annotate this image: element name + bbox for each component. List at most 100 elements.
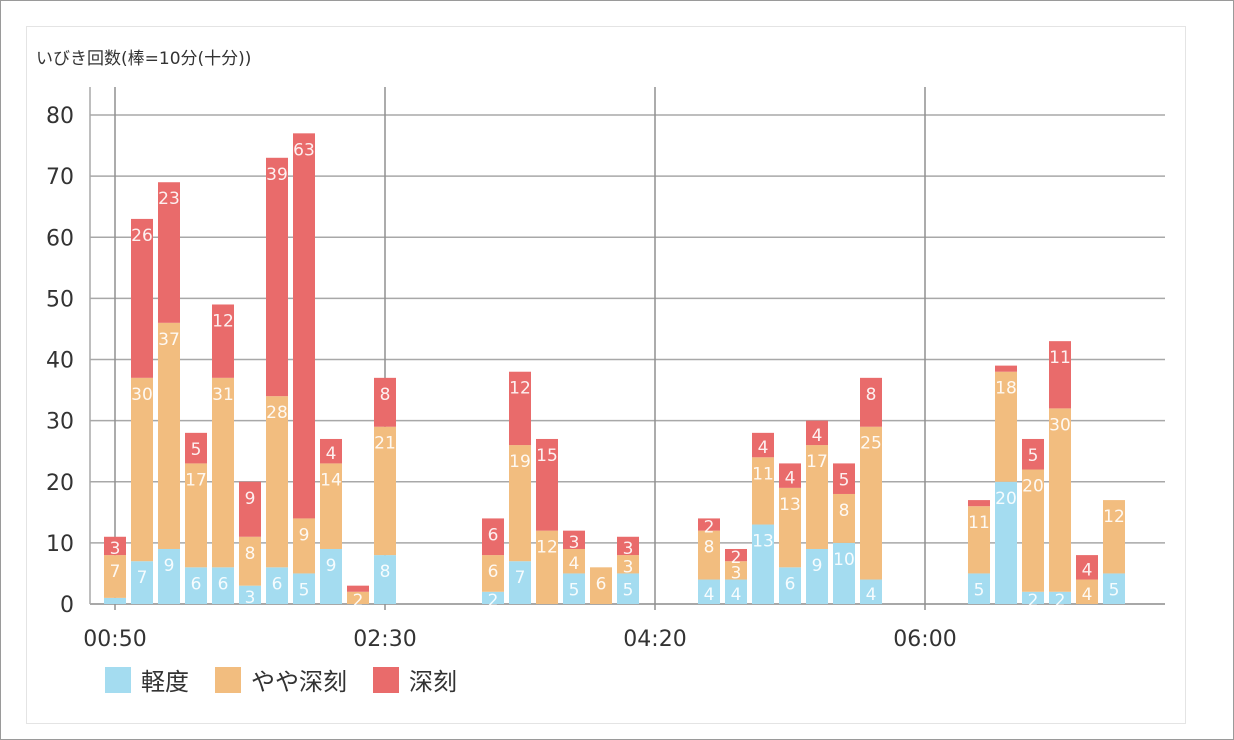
bar-segment: [374, 426, 396, 556]
data-label: 9: [245, 489, 256, 509]
data-label: 5: [569, 580, 580, 600]
data-label: 9: [326, 556, 337, 576]
bar-segment: [1076, 579, 1098, 604]
data-label: 12: [212, 311, 234, 331]
data-label: 4: [1082, 560, 1093, 580]
bar-segment: [725, 561, 747, 580]
data-label: 18: [995, 379, 1017, 399]
y-tick-label: 20: [46, 471, 74, 496]
bar-segment: [1022, 591, 1044, 604]
data-label: 39: [266, 165, 288, 185]
data-label: 5: [1109, 580, 1120, 600]
bar-segment: [158, 322, 180, 549]
data-label: 6: [218, 574, 229, 594]
data-label: 6: [596, 574, 607, 594]
bar-segment: [131, 218, 153, 378]
bar-segment: [563, 548, 585, 574]
x-tick-label: 02:30: [353, 627, 416, 652]
data-label: 8: [380, 562, 391, 582]
data-label: 2: [1055, 591, 1066, 611]
data-label: 13: [752, 532, 774, 552]
data-label: 2: [1028, 591, 1039, 611]
bar-segment: [752, 432, 774, 458]
data-label: 8: [704, 538, 715, 558]
legend-label: 深刻: [409, 668, 457, 696]
bar-segment: [104, 536, 126, 556]
data-label: 31: [212, 385, 234, 405]
data-label: 8: [839, 501, 850, 521]
bar-segment: [320, 463, 342, 549]
bar-segment: [1103, 500, 1125, 574]
bar-segment: [131, 561, 153, 604]
bar-segment: [806, 548, 828, 604]
data-label: 12: [1103, 507, 1125, 527]
bar-segment: [698, 530, 720, 580]
data-label: 3: [245, 588, 256, 608]
y-tick-label: 50: [46, 287, 74, 312]
data-label: 13: [779, 495, 801, 515]
bar-segment: [212, 377, 234, 568]
bar-segment: [563, 573, 585, 604]
legend-label: やや深刻: [251, 668, 347, 696]
data-label: 4: [704, 585, 715, 605]
bar-segment: [347, 585, 369, 592]
data-label: 20: [1022, 477, 1044, 497]
y-tick-label: 40: [46, 349, 74, 374]
data-label: 2: [731, 548, 742, 568]
bar-segment: [833, 542, 855, 604]
bar-segment: [509, 561, 531, 604]
data-label: 5: [839, 470, 850, 490]
bar-segment: [509, 445, 531, 562]
bar-segment: [131, 377, 153, 562]
bar-segment: [320, 438, 342, 464]
data-label: 9: [299, 525, 310, 545]
bar-segment: [374, 555, 396, 604]
bar-segment: [617, 536, 639, 556]
bar-segment: [779, 463, 801, 488]
bar-segment: [185, 463, 207, 568]
data-label: 2: [488, 591, 499, 611]
bar-segment: [239, 536, 261, 586]
data-label: 20: [995, 489, 1017, 509]
data-label: 4: [731, 585, 742, 605]
data-label: 4: [326, 444, 337, 464]
bar-segment: [833, 463, 855, 494]
bar-segment: [347, 591, 369, 604]
x-tick-label: 00:50: [83, 627, 146, 652]
bar-segment: [509, 371, 531, 446]
data-label: 7: [110, 562, 121, 582]
bar-segment: [266, 567, 288, 604]
bar-segment: [725, 548, 747, 562]
bar-segment: [158, 182, 180, 323]
bar-segment: [590, 567, 612, 604]
bar-segment: [1022, 438, 1044, 470]
bar-segment: [563, 530, 585, 549]
data-label: 6: [488, 562, 499, 582]
bar-segment: [266, 157, 288, 397]
bar-segment: [320, 548, 342, 604]
legend-swatch: [215, 666, 241, 693]
data-label: 3: [110, 539, 121, 559]
data-label: 4: [569, 554, 580, 574]
data-label: 4: [812, 426, 823, 446]
bar-segment: [374, 377, 396, 427]
legend-item: やや深刻: [215, 662, 347, 697]
bar-segment: [752, 524, 774, 604]
data-label: 5: [974, 580, 985, 600]
data-label: 6: [488, 525, 499, 545]
legend-swatch: [105, 666, 131, 693]
legend-swatch: [373, 666, 399, 693]
data-label: 17: [806, 452, 828, 472]
bar-segment: [860, 426, 882, 580]
data-label: 2: [704, 518, 715, 538]
bar-segment: [698, 579, 720, 604]
data-label: 19: [509, 452, 531, 472]
y-tick-label: 80: [46, 104, 74, 129]
data-label: 63: [293, 140, 315, 160]
chart-title: いびき回数(棒=10分(十分)): [36, 49, 252, 69]
bar-segment: [239, 585, 261, 604]
legend-label: 軽度: [141, 668, 189, 696]
bar-segment: [995, 365, 1017, 372]
bar-segment: [185, 567, 207, 604]
